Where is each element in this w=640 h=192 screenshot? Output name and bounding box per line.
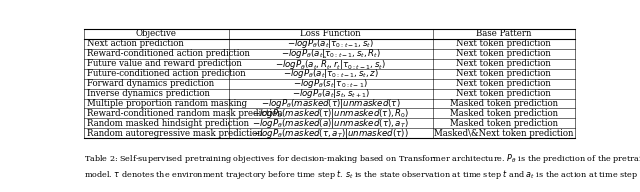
Text: Base Pattern: Base Pattern bbox=[476, 29, 531, 38]
Text: Forward dynamics prediction: Forward dynamics prediction bbox=[87, 79, 214, 88]
Text: $-logP_{\theta}(a_t, \hat{R}_t, r_t|\tau_{0:t-1}, s_t)$: $-logP_{\theta}(a_t, \hat{R}_t, r_t|\tau… bbox=[275, 55, 386, 72]
Text: Reward-conditioned action prediction: Reward-conditioned action prediction bbox=[87, 49, 250, 58]
Text: $-logP_{\theta}(masked(\tau)|unmasked(\tau), R_0)$: $-logP_{\theta}(masked(\tau)|unmasked(\t… bbox=[252, 107, 410, 120]
Text: Multiple proportion random masking: Multiple proportion random masking bbox=[87, 99, 247, 108]
Text: Reward-conditioned random mask prediction: Reward-conditioned random mask predictio… bbox=[87, 109, 282, 118]
Text: Masked token prediction: Masked token prediction bbox=[450, 99, 558, 108]
Text: Objective: Objective bbox=[136, 29, 177, 38]
Text: model. $\tau$ denotes the environment trajectory before time step $t$. $s_t$ is : model. $\tau$ denotes the environment tr… bbox=[84, 168, 640, 181]
Text: Next token prediction: Next token prediction bbox=[456, 59, 551, 68]
Text: $-logP_{\theta}(a_t|\tau_{0:t-1}, s_t)$: $-logP_{\theta}(a_t|\tau_{0:t-1}, s_t)$ bbox=[287, 37, 374, 50]
Text: Next token prediction: Next token prediction bbox=[456, 69, 551, 78]
Text: Masked\&Next token prediction: Masked\&Next token prediction bbox=[434, 129, 573, 138]
Text: Future value and reward prediction: Future value and reward prediction bbox=[87, 59, 242, 68]
Text: $-logP_{\theta}(a_t|s_t, s_{t+1})$: $-logP_{\theta}(a_t|s_t, s_{t+1})$ bbox=[292, 87, 370, 100]
Text: $-logP_{\theta}(masked(a)|unmasked(\tau), a_T)$: $-logP_{\theta}(masked(a)|unmasked(\tau)… bbox=[252, 117, 409, 130]
Text: $-logP_{\theta}(a_t|\tau_{0:t-1}, s_t, z)$: $-logP_{\theta}(a_t|\tau_{0:t-1}, s_t, z… bbox=[283, 67, 379, 80]
Text: Next token prediction: Next token prediction bbox=[456, 49, 551, 58]
Text: Next token prediction: Next token prediction bbox=[456, 89, 551, 98]
Text: Next token prediction: Next token prediction bbox=[456, 39, 551, 48]
Text: Random autoregressive mask prediction: Random autoregressive mask prediction bbox=[87, 129, 262, 138]
Text: Loss Function: Loss Function bbox=[300, 29, 361, 38]
Text: Masked token prediction: Masked token prediction bbox=[450, 109, 558, 118]
Text: Future-conditioned action prediction: Future-conditioned action prediction bbox=[87, 69, 246, 78]
Text: Next token prediction: Next token prediction bbox=[456, 79, 551, 88]
Text: $-logP_{\theta}(masked(\tau)|unmasked(\tau)$: $-logP_{\theta}(masked(\tau)|unmasked(\t… bbox=[261, 97, 401, 110]
Text: Inverse dynamics prediction: Inverse dynamics prediction bbox=[87, 89, 210, 98]
Text: Next action prediction: Next action prediction bbox=[87, 39, 184, 48]
Text: $-logP_{\theta}(a_t|\tau_{0:t-1}, s_t, R_t)$: $-logP_{\theta}(a_t|\tau_{0:t-1}, s_t, R… bbox=[281, 47, 381, 60]
Text: $-logP_{\theta}(masked(\tau, a_T)|unmasked(\tau))$: $-logP_{\theta}(masked(\tau, a_T)|unmask… bbox=[252, 127, 409, 140]
Text: Masked token prediction: Masked token prediction bbox=[450, 119, 558, 128]
Text: Table 2: Self-supervised pretraining objectives for decision-making based on Tra: Table 2: Self-supervised pretraining obj… bbox=[84, 152, 640, 165]
Text: $-logP_{\theta}(s_t|\tau_{0:t-1})$: $-logP_{\theta}(s_t|\tau_{0:t-1})$ bbox=[293, 77, 368, 90]
Text: Random masked hindsight prediction: Random masked hindsight prediction bbox=[87, 119, 249, 128]
